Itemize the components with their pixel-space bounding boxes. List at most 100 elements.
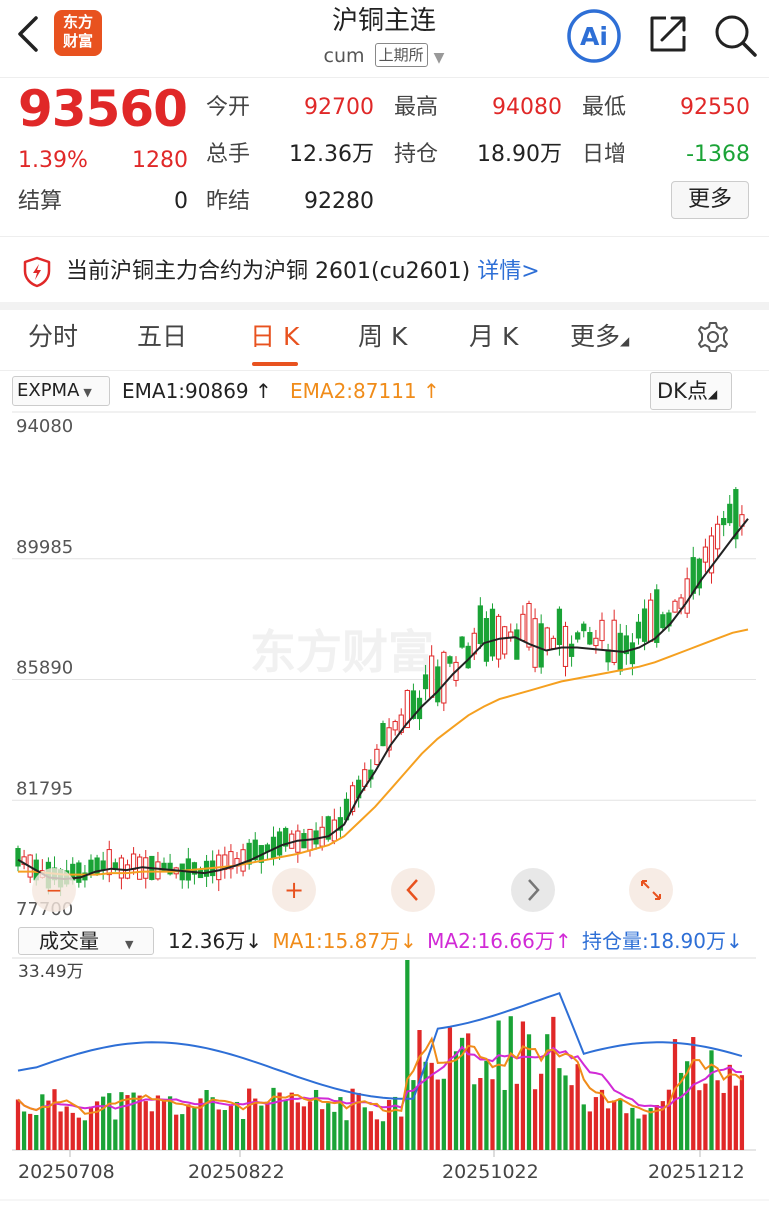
ai-assistant-icon[interactable]: Ai <box>566 8 622 64</box>
volume-bar <box>350 1088 355 1150</box>
candle-body <box>611 619 617 663</box>
volume-bar <box>727 1064 732 1150</box>
tab-five-day[interactable]: 五日 <box>137 322 188 351</box>
candlestick-chart[interactable]: 东方财富 9408089985858908179577700 − + <box>0 410 769 918</box>
candle-body <box>648 599 654 642</box>
candle-body <box>155 861 161 880</box>
volume-bar <box>551 1016 556 1150</box>
tab-more[interactable]: 更多◢ <box>570 322 630 351</box>
notice-details-link[interactable]: 详情> <box>477 259 540 284</box>
candle-body <box>325 816 331 840</box>
tab-daily-k[interactable]: 日 K <box>250 322 300 351</box>
back-arrow-icon[interactable] <box>14 14 44 54</box>
volume-bar <box>362 1107 367 1150</box>
ema1-readout: EMA1:90869 ↑ <box>122 379 272 403</box>
zoom-in-icon: + <box>284 876 304 904</box>
volume-bar <box>618 1098 623 1150</box>
volume-bar <box>143 1101 148 1150</box>
tab-intraday[interactable]: 分时 <box>28 322 79 351</box>
ma2-readout: MA2:16.66万↑ <box>427 929 572 953</box>
candle-body <box>599 619 605 642</box>
scroll-left-button[interactable] <box>391 868 435 912</box>
volume-bar <box>356 1092 361 1150</box>
volume-bar <box>94 1101 100 1150</box>
volume-bar <box>697 1090 702 1150</box>
volume-bar <box>429 1062 434 1150</box>
volume-bar <box>453 1051 459 1150</box>
volume-indicator-selector[interactable]: 成交量 ▼ <box>18 927 154 955</box>
volume-bar <box>204 1090 209 1150</box>
instrument-subtitle[interactable]: cum 上期所 ▼ <box>234 43 534 67</box>
chevron-right-icon <box>528 879 540 901</box>
candle-body <box>477 605 483 644</box>
candle-body <box>556 608 563 645</box>
indicator-selector[interactable]: EXPMA ▼ <box>12 376 110 406</box>
volume-bar <box>301 1106 307 1150</box>
volume-bar <box>70 1112 75 1150</box>
volume-bar <box>113 1119 118 1150</box>
volume-bar <box>393 1096 398 1150</box>
volume-bar <box>64 1106 69 1150</box>
volume-bar <box>326 1103 331 1150</box>
volume-bar <box>368 1111 373 1150</box>
candle-body <box>641 608 648 642</box>
volume-bar <box>569 1085 574 1150</box>
y-tick-label: 94080 <box>16 416 73 437</box>
open-interest-label: 持仓 <box>394 142 439 167</box>
candle-body <box>587 632 593 645</box>
volume-bar <box>161 1099 167 1150</box>
volume-bar <box>228 1105 234 1150</box>
y-tick-label: 81795 <box>16 778 73 799</box>
volume-bar <box>739 1075 745 1150</box>
volume-bar <box>642 1114 647 1150</box>
volume-bar <box>107 1093 112 1150</box>
candle-body <box>197 869 204 879</box>
x-tick-label: 20250822 <box>188 1161 285 1183</box>
volume-bar <box>435 1079 440 1150</box>
search-icon[interactable] <box>710 10 760 60</box>
share-icon[interactable] <box>644 10 692 58</box>
candle-body <box>696 558 702 589</box>
volume-bar <box>210 1097 215 1150</box>
scroll-right-button[interactable] <box>511 868 555 912</box>
volume-bar <box>636 1118 641 1150</box>
gear-icon[interactable] <box>696 320 730 354</box>
volume-bar <box>283 1100 288 1150</box>
exchange-badge: 上期所 <box>374 43 428 67</box>
volume-bar <box>630 1107 635 1150</box>
instrument-code: cum <box>323 45 365 67</box>
dropdown-caret-icon[interactable]: ▼ <box>433 50 445 66</box>
volume-bar <box>399 1116 404 1150</box>
volume-bar <box>295 1102 300 1150</box>
dk-point-button[interactable]: DK点◢ <box>650 372 732 410</box>
x-tick-label: 20251022 <box>442 1161 539 1183</box>
candle-body <box>337 817 344 831</box>
candle-body <box>276 831 283 856</box>
volume-bar <box>386 1100 392 1150</box>
volume-chart[interactable]: 33.49万 20250708 20250822 20251022 20251212 <box>0 956 769 1206</box>
main-contract-notice[interactable]: 当前沪铜主力合约为沪铜 2601(cu2601) 详情> <box>66 254 540 290</box>
candle-body <box>581 623 587 632</box>
zoom-in-button[interactable] <box>272 868 316 912</box>
tab-monthly-k[interactable]: 月 K <box>469 322 519 351</box>
volume-bar <box>222 1110 227 1150</box>
candle-body <box>94 857 100 874</box>
volume-value: 12.36万 <box>289 142 374 167</box>
chart-controls: − + <box>32 868 673 912</box>
candle-body <box>635 621 642 639</box>
candle-body <box>714 523 721 550</box>
fullscreen-button[interactable] <box>629 868 673 912</box>
notice-text: 当前沪铜主力合约为沪铜 2601(cu2601) <box>66 259 471 284</box>
candle-body <box>514 629 520 660</box>
tab-weekly-k[interactable]: 周 K <box>358 322 408 351</box>
volume-bar <box>593 1097 599 1150</box>
candle-body <box>684 578 690 614</box>
volume-bar <box>344 1120 349 1150</box>
zoom-out-button[interactable] <box>32 868 76 912</box>
candle-body <box>100 860 106 871</box>
candle-body <box>544 627 550 651</box>
more-button[interactable]: 更多 <box>671 181 749 219</box>
ma1-line <box>17 1036 743 1115</box>
expand-icon <box>641 880 661 900</box>
volume-bar <box>234 1101 240 1150</box>
